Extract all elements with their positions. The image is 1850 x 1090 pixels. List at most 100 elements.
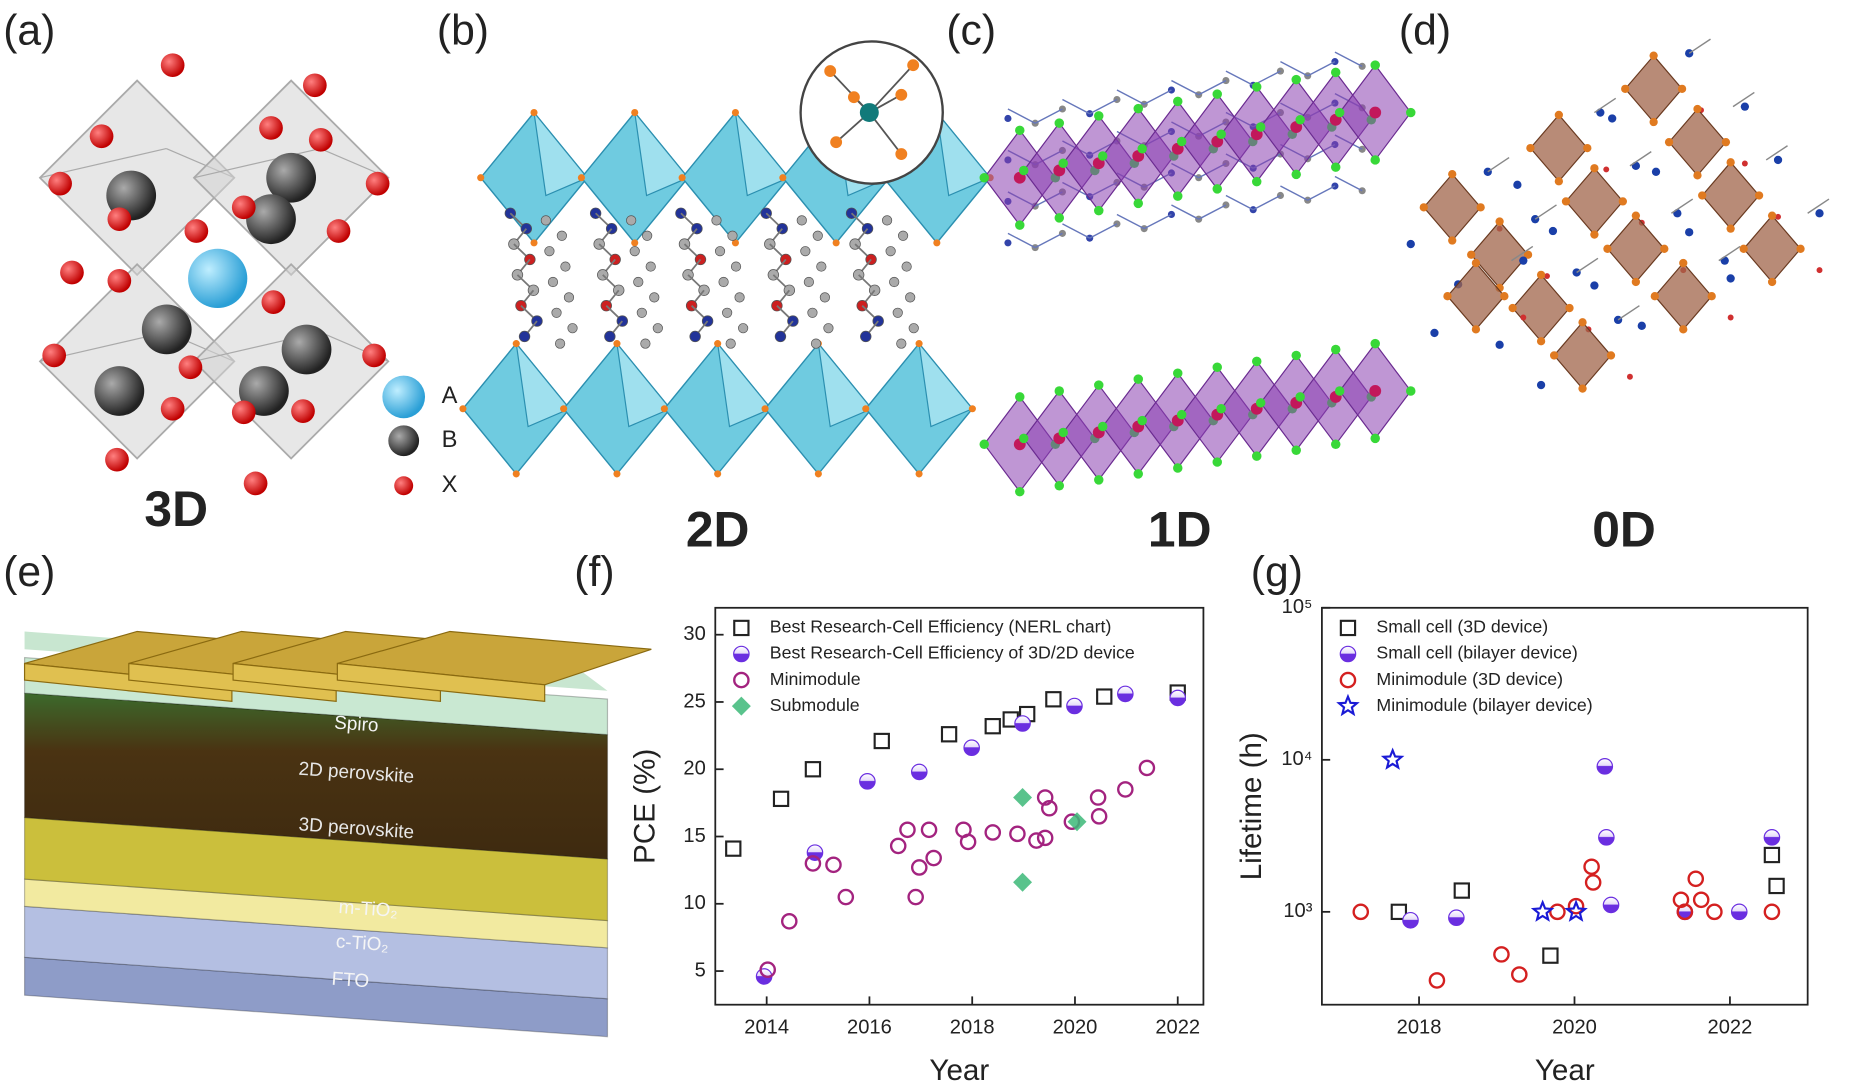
halide-atom (1523, 250, 1533, 259)
atom (563, 292, 575, 303)
marker-circle (1090, 808, 1108, 825)
octahedron-face (515, 341, 571, 428)
marker-half-circle (1066, 697, 1083, 715)
x-atom (814, 470, 822, 478)
x-tick-label: 2018 (1397, 1017, 1442, 1039)
bond (1062, 98, 1091, 115)
marker-half-circle (1117, 685, 1134, 703)
bond (1334, 175, 1363, 192)
halide-atom (1448, 236, 1457, 245)
marker-half-circle (1402, 911, 1419, 929)
x-site-sphere (48, 171, 72, 196)
panel-label: (f) (574, 548, 614, 596)
x-atom (678, 174, 686, 182)
ligand-atom (1406, 239, 1415, 249)
marker-circle (1549, 903, 1566, 921)
x-site-sphere (261, 290, 286, 314)
halide-atom (1693, 104, 1702, 114)
halide-atom (1212, 457, 1222, 467)
ligand-atom (1536, 380, 1546, 390)
halide-atom (1590, 164, 1599, 173)
x-site-sphere (107, 207, 132, 232)
octahedron (1423, 173, 1482, 242)
atom (860, 330, 872, 343)
marker-circle (780, 912, 798, 930)
atom (554, 338, 566, 349)
marker-circle (907, 888, 924, 906)
halide-atom (1508, 303, 1517, 313)
halide-atom (1606, 351, 1616, 360)
x-atom (915, 470, 923, 478)
atom (547, 276, 559, 288)
halide-atom (1291, 74, 1301, 85)
atom (803, 276, 814, 288)
marker-diamond (1067, 812, 1087, 832)
halide-atom (1796, 244, 1805, 253)
marker-circle (1089, 789, 1107, 806)
atom (908, 323, 919, 334)
legend-sphere (394, 476, 414, 496)
legend-label: Minimodule (bilayer device) (1376, 695, 1592, 715)
x-atom (477, 174, 485, 182)
bond (1143, 89, 1172, 105)
atom (1167, 86, 1175, 94)
halide-atom (1054, 213, 1065, 223)
ligand-atom (1726, 274, 1735, 283)
y-tick-label: 10⁵ (1282, 596, 1313, 618)
halide-atom (1018, 165, 1029, 176)
y-tick-label: 10 (683, 892, 705, 914)
marker-square (725, 840, 742, 857)
y-tick-label: 10⁴ (1281, 748, 1312, 770)
bond (1732, 91, 1755, 108)
x-atom (968, 405, 976, 413)
atom (892, 307, 903, 318)
atom (689, 330, 701, 343)
marker-circle (825, 856, 842, 874)
halide-atom (1094, 111, 1104, 121)
atom (859, 103, 879, 123)
halide-atom (1133, 374, 1143, 384)
atom (800, 246, 811, 257)
legend-label: Small cell (3D device) (1376, 617, 1548, 637)
dimension-label: 1D (1148, 501, 1212, 557)
x-tick-label: 2022 (1155, 1017, 1200, 1039)
halide-atom (1133, 469, 1143, 479)
b-atom (1369, 106, 1382, 119)
ligand-atom (1626, 373, 1633, 380)
halide-atom (1721, 138, 1731, 147)
y-tick-label: 10³ (1283, 900, 1312, 922)
halide-atom (1176, 136, 1187, 147)
x-site-sphere (259, 116, 283, 140)
marker-circle (759, 961, 776, 979)
marker-circle (1687, 870, 1705, 888)
atom (895, 88, 908, 101)
x-atom (459, 405, 467, 413)
layer-label: m-TiO₂ (338, 897, 399, 922)
marker-circle (984, 824, 1002, 841)
marker-half-circle (1602, 896, 1620, 914)
octahedron-face (734, 110, 790, 197)
halide-atom (1707, 292, 1716, 301)
halide-atom (1058, 158, 1068, 168)
halide-atom (1054, 481, 1065, 491)
atom (518, 330, 531, 343)
halide-atom (1679, 325, 1688, 334)
halide-atom (1330, 67, 1341, 78)
x-tick-label: 2022 (1708, 1017, 1753, 1039)
bond (1718, 245, 1741, 262)
legend-label: Small cell (bilayer device) (1376, 643, 1577, 663)
marker-star (1380, 747, 1405, 770)
marker-square (1045, 691, 1062, 708)
halide-atom (1330, 439, 1341, 450)
halide-atom (1726, 158, 1735, 167)
bond (1307, 185, 1336, 201)
bond (1765, 145, 1788, 161)
halide-atom (1058, 427, 1068, 438)
ligand-atom (1495, 340, 1504, 349)
y-tick-label: 5 (695, 959, 706, 981)
layer-label: Spiro (334, 713, 380, 737)
x-site-sphere (231, 195, 256, 220)
halide-atom (1295, 392, 1305, 402)
halide-atom (1767, 277, 1777, 287)
x-atom (613, 470, 621, 478)
